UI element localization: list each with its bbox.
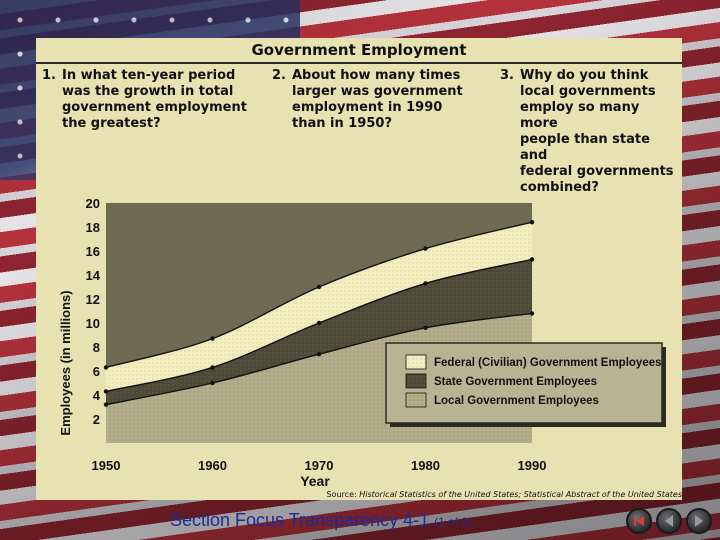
x-tick-label: 1950 [92, 458, 121, 473]
y-tick-label: 2 [93, 412, 100, 427]
legend-swatch [405, 392, 427, 408]
question-line: local governments [520, 84, 656, 99]
source-text: Historical Statistics of the United Stat… [359, 490, 682, 499]
question-line: About how many times [292, 68, 461, 83]
data-point [529, 220, 535, 225]
y-tick-label: 6 [93, 364, 100, 379]
y-tick-label: 18 [86, 220, 100, 235]
transparency-panel: Government Employment 1. In what ten-yea… [36, 38, 682, 500]
source-note: Source: Historical Statistics of the Uni… [312, 490, 682, 499]
question-line: than in 1950? [292, 116, 392, 131]
forward-icon [695, 515, 703, 527]
x-tick-label: 1970 [305, 458, 334, 473]
y-tick-label: 12 [86, 292, 100, 307]
question-line: combined? [520, 180, 599, 195]
chart-legend: Federal (Civilian) Government Employees S… [385, 342, 666, 427]
x-tick-label: 1980 [411, 458, 440, 473]
question-line: the greatest? [62, 116, 161, 131]
first-icon [634, 516, 644, 526]
question-line: Why do you think [520, 68, 649, 83]
data-point [316, 320, 322, 326]
question-line: government employment [62, 100, 247, 115]
y-tick-label: 14 [86, 268, 101, 283]
data-point [210, 365, 215, 370]
y-tick-label: 16 [86, 244, 100, 259]
data-point [210, 380, 215, 386]
x-axis-label: Year [300, 473, 330, 489]
data-point [529, 257, 535, 262]
footer-title: Section Focus Transparency 4-1 (1 of 2) [170, 510, 472, 531]
legend-swatch [405, 373, 427, 389]
y-tick-label: 20 [86, 196, 100, 211]
data-point [529, 311, 535, 316]
source-prefix: Source: [326, 490, 360, 499]
legend-swatch [405, 354, 427, 370]
question-number: 3. [500, 68, 514, 83]
back-button[interactable] [656, 508, 682, 534]
data-point [316, 352, 322, 357]
data-point [210, 336, 215, 341]
y-tick-label: 10 [86, 316, 100, 331]
y-axis-label: Employees (in millions) [58, 290, 73, 435]
data-point [103, 365, 109, 370]
x-tick-label: 1960 [198, 458, 227, 473]
panel-title: Government Employment [36, 38, 682, 64]
data-point [423, 246, 428, 251]
question-line: In what ten-year period [62, 68, 236, 83]
question-number: 1. [42, 68, 56, 83]
footer-title-text: Section Focus Transparency 4-1 [170, 510, 430, 530]
question-line: was the growth in total [62, 84, 234, 99]
question-line: federal governments [520, 164, 674, 179]
data-point [103, 402, 109, 407]
first-slide-button[interactable] [626, 508, 652, 534]
data-point [423, 281, 428, 286]
question-number: 2. [272, 68, 286, 83]
employment-area-chart: 2 4 6 8 10 12 14 16 18 20 1950 1960 1970 1980 1990 Em… [58, 196, 666, 489]
legend-box [385, 342, 663, 424]
legend-label: Federal (Civilian) Government Employees [434, 357, 662, 369]
x-tick-label: 1990 [518, 458, 547, 473]
back-icon [665, 515, 673, 527]
question-line: employ so many more [520, 100, 640, 131]
federal-area [106, 222, 532, 392]
question-line: larger was government [292, 84, 463, 99]
legend-label: State Government Employees [434, 376, 597, 388]
question-line: employment in 1990 [292, 100, 443, 115]
data-point [316, 284, 322, 290]
y-tick-label: 4 [93, 388, 101, 403]
y-tick-label: 8 [93, 340, 100, 355]
page-indicator: (1 of 2) [434, 515, 473, 529]
data-point [423, 325, 428, 330]
question-line: people than state and [520, 132, 650, 163]
legend-label: Local Government Employees [434, 395, 599, 407]
data-point [103, 389, 109, 394]
forward-button[interactable] [686, 508, 712, 534]
